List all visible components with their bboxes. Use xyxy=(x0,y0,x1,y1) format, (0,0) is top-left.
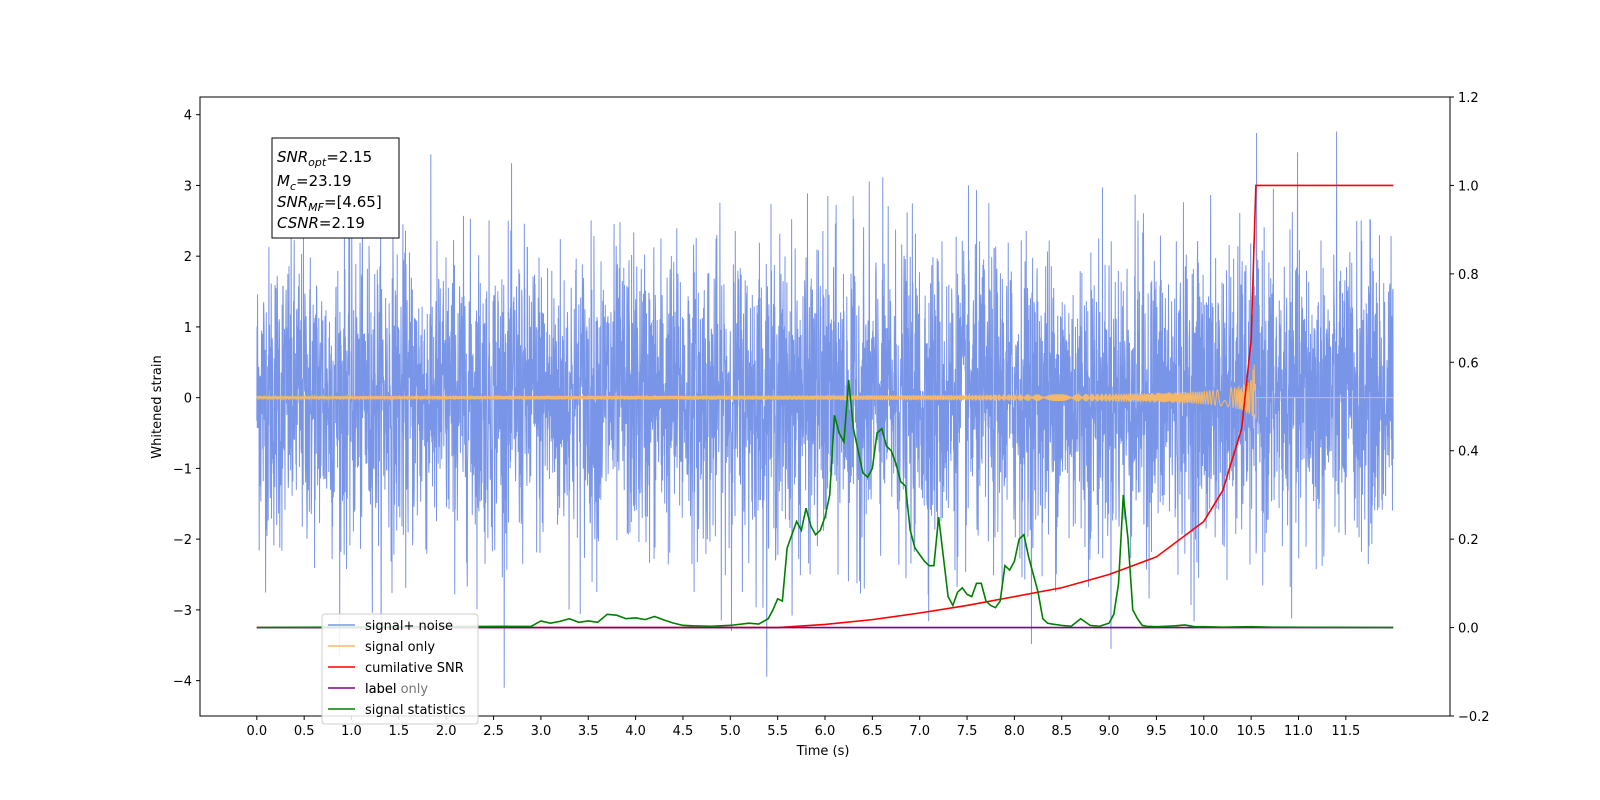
y-right-tick-label: 0.6 xyxy=(1458,356,1479,371)
legend-overlaid-text: label only xyxy=(365,682,428,697)
x-tick-label: 6.0 xyxy=(815,724,836,739)
info-box-line: CSNR=2.19 xyxy=(277,214,365,232)
info-box-line: SNRopt=2.15 xyxy=(277,148,372,169)
x-tick-label: 10.5 xyxy=(1237,724,1266,739)
y-left-tick-label: −1 xyxy=(173,462,192,477)
y-right-tick-label: −0.2 xyxy=(1458,710,1490,725)
cumulative-snr-line xyxy=(256,184,1394,629)
x-tick-label: 11.0 xyxy=(1284,724,1313,739)
y-axis-label: Whitened strain xyxy=(150,355,165,458)
x-tick-label: 9.0 xyxy=(1099,724,1120,739)
signal-only-series xyxy=(256,364,1394,429)
y-right-tick-label: 0.4 xyxy=(1458,445,1479,460)
y-left-tick-label: 2 xyxy=(184,250,192,265)
x-tick-label: 7.0 xyxy=(909,724,930,739)
x-tick-label: 8.5 xyxy=(1051,724,1072,739)
signal-statistics-series xyxy=(256,379,1394,629)
y-left-tick-label: 3 xyxy=(184,179,192,194)
y-left-tick-label: −3 xyxy=(173,604,192,619)
signal-noise-line xyxy=(256,131,1394,688)
x-tick-label: 3.5 xyxy=(578,724,599,739)
legend-entry: signal only xyxy=(365,640,435,655)
x-tick-label: 6.5 xyxy=(862,724,883,739)
legend: signal+ noise signal only cumilative SNR la… xyxy=(321,613,479,725)
legend-entry: cumilative SNR xyxy=(365,661,464,676)
y-right-tick-label: 0.0 xyxy=(1458,622,1479,637)
x-tick-label: 10.0 xyxy=(1189,724,1218,739)
y-right-tick-label: 1.2 xyxy=(1458,91,1479,106)
legend-frame xyxy=(321,613,479,725)
x-tick-label: 9.5 xyxy=(1146,724,1167,739)
signal-statistics-line xyxy=(256,379,1394,629)
x-tick-label: 8.0 xyxy=(1004,724,1025,739)
y-left-tick-label: 4 xyxy=(184,109,192,124)
info-box-frame xyxy=(271,137,400,239)
x-axis: 0.0 0.5 1.0 1.5 2.0 2.5 3.0 3.5 4.0 4.5 5.0 5.5 6.0 6… xyxy=(246,716,1360,739)
signal-only-line xyxy=(256,364,1394,429)
x-tick-label: 0.0 xyxy=(246,724,267,739)
y-left-tick-label: 1 xyxy=(184,321,192,336)
x-tick-label: 2.0 xyxy=(436,724,457,739)
x-tick-label: 4.0 xyxy=(625,724,646,739)
signal-noise-series xyxy=(256,131,1394,688)
y-left-tick-label: 0 xyxy=(184,392,192,407)
x-tick-label: 0.5 xyxy=(294,724,315,739)
x-tick-label: 1.5 xyxy=(389,724,410,739)
legend-entry: signal+ noise xyxy=(365,619,453,634)
x-axis-label: Time (s) xyxy=(796,744,850,759)
y-right-tick-label: 0.2 xyxy=(1458,533,1479,548)
info-box-line: SNRMF=[4.65] xyxy=(277,193,382,214)
y-left-tick-label: −4 xyxy=(173,675,192,690)
info-box-line: Mc=23.19 xyxy=(277,172,352,193)
y-axis-right: 1.2 1.0 0.8 0.6 0.4 0.2 0.0 −0.2 xyxy=(1450,91,1490,725)
legend-entry: signal statistics xyxy=(365,703,466,718)
x-tick-label: 1.0 xyxy=(341,724,362,739)
x-tick-label: 5.5 xyxy=(767,724,788,739)
x-tick-label: 7.5 xyxy=(957,724,978,739)
y-right-tick-label: 0.8 xyxy=(1458,268,1479,283)
y-axis-left: 4 3 2 1 0 −1 −2 −3 −4 xyxy=(173,109,200,690)
y-left-tick-label: −2 xyxy=(173,533,192,548)
x-tick-label: 5.0 xyxy=(720,724,741,739)
x-tick-label: 2.5 xyxy=(483,724,504,739)
x-tick-label: 3.0 xyxy=(531,724,552,739)
x-tick-label: 11.5 xyxy=(1331,724,1360,739)
y-right-tick-label: 1.0 xyxy=(1458,179,1479,194)
legend-entry: label xyxy=(365,682,396,697)
cumulative-snr-series xyxy=(256,184,1394,629)
x-tick-label: 4.5 xyxy=(673,724,694,739)
